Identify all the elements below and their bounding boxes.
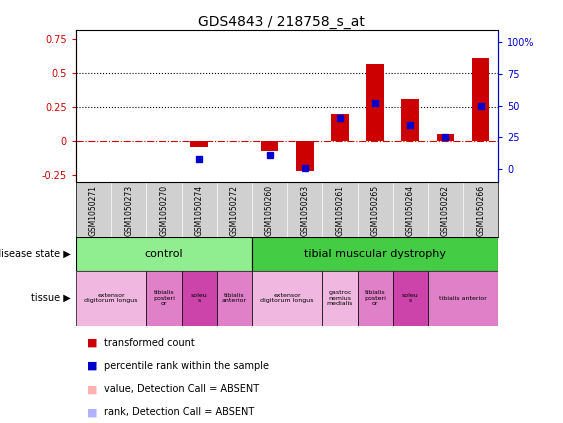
Text: ■: ■ <box>87 384 98 394</box>
Text: ■: ■ <box>87 338 98 348</box>
Bar <box>322 271 358 326</box>
Bar <box>76 271 146 326</box>
Text: soleu
s: soleu s <box>402 293 419 303</box>
Bar <box>393 271 428 326</box>
Bar <box>190 141 208 146</box>
Text: soleu
s: soleu s <box>191 293 208 303</box>
Bar <box>76 237 252 271</box>
Bar <box>437 135 454 141</box>
Bar <box>401 99 419 141</box>
Text: rank, Detection Call = ABSENT: rank, Detection Call = ABSENT <box>104 407 254 418</box>
Bar <box>181 271 217 326</box>
Text: GSM1050274: GSM1050274 <box>195 185 204 236</box>
Text: GDS4843 / 218758_s_at: GDS4843 / 218758_s_at <box>198 15 365 29</box>
Bar <box>252 271 322 326</box>
Text: disease state ▶: disease state ▶ <box>0 249 70 259</box>
Text: tibialis anterior: tibialis anterior <box>439 296 487 301</box>
Text: tibial muscular dystrophy: tibial muscular dystrophy <box>304 249 446 259</box>
Text: GSM1050261: GSM1050261 <box>336 185 345 236</box>
Bar <box>252 237 498 271</box>
Text: ■: ■ <box>87 361 98 371</box>
Bar <box>331 114 348 141</box>
Text: percentile rank within the sample: percentile rank within the sample <box>104 361 269 371</box>
Bar <box>358 271 393 326</box>
Text: GSM1050260: GSM1050260 <box>265 185 274 236</box>
Text: control: control <box>145 249 184 259</box>
Bar <box>367 63 384 141</box>
Bar <box>217 271 252 326</box>
Text: GSM1050265: GSM1050265 <box>370 185 379 236</box>
Text: ■: ■ <box>87 407 98 418</box>
Bar <box>472 58 489 141</box>
Text: tissue ▶: tissue ▶ <box>30 293 70 303</box>
Text: GSM1050263: GSM1050263 <box>300 185 309 236</box>
Text: GSM1050264: GSM1050264 <box>406 185 415 236</box>
Bar <box>296 141 314 171</box>
Text: tibialis
posteri
or: tibialis posteri or <box>153 290 175 306</box>
Text: GSM1050262: GSM1050262 <box>441 185 450 236</box>
Text: extensor
digitorum longus: extensor digitorum longus <box>84 293 138 303</box>
Text: tibialis
posteri
or: tibialis posteri or <box>364 290 386 306</box>
Text: transformed count: transformed count <box>104 338 195 348</box>
Text: tibialis
anterior: tibialis anterior <box>222 293 247 303</box>
Text: GSM1050266: GSM1050266 <box>476 185 485 236</box>
Text: extensor
digitorum longus: extensor digitorum longus <box>260 293 314 303</box>
Text: gastroc
nemius
medialis: gastroc nemius medialis <box>327 290 353 306</box>
Text: GSM1050271: GSM1050271 <box>89 185 98 236</box>
Text: GSM1050272: GSM1050272 <box>230 185 239 236</box>
Text: GSM1050270: GSM1050270 <box>159 185 168 236</box>
Text: GSM1050273: GSM1050273 <box>124 185 133 236</box>
Bar <box>146 271 181 326</box>
Text: value, Detection Call = ABSENT: value, Detection Call = ABSENT <box>104 384 260 394</box>
Bar <box>428 271 498 326</box>
Bar <box>261 141 278 151</box>
